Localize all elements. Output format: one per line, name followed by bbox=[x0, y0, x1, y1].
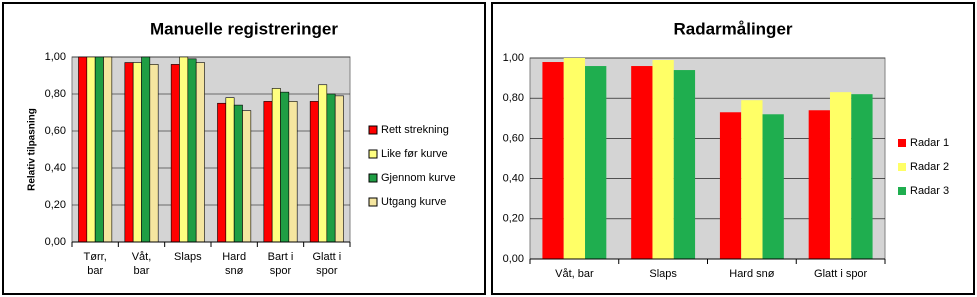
plot-area bbox=[71, 56, 351, 243]
bar bbox=[762, 114, 784, 259]
bar bbox=[94, 56, 104, 243]
bar bbox=[187, 58, 197, 243]
x-tick-label: Tørr, bar bbox=[83, 251, 107, 277]
bar bbox=[86, 56, 96, 243]
bar bbox=[132, 62, 142, 243]
y-tick-label: 1,00 bbox=[45, 51, 66, 63]
x-tick-label: Bart i spor bbox=[267, 251, 294, 277]
bar bbox=[271, 88, 281, 243]
bar bbox=[309, 101, 319, 243]
x-tick-label: Våt, bar bbox=[555, 268, 594, 280]
bar bbox=[170, 64, 180, 243]
bar bbox=[288, 101, 298, 243]
bar bbox=[78, 56, 88, 243]
x-tick-label: Glatt i spor bbox=[312, 251, 342, 277]
x-tick-label: Slaps bbox=[649, 268, 677, 280]
bar bbox=[631, 66, 653, 259]
bar bbox=[280, 91, 290, 243]
legend-swatch bbox=[368, 173, 378, 183]
bar bbox=[233, 104, 243, 243]
bar bbox=[103, 56, 113, 243]
x-tick-label: Våt, bar bbox=[131, 251, 152, 277]
bar bbox=[124, 62, 134, 243]
y-tick-label: 1,00 bbox=[503, 52, 524, 64]
bar bbox=[719, 112, 742, 260]
bar bbox=[263, 101, 273, 243]
bar bbox=[217, 102, 227, 243]
legend-swatch bbox=[898, 187, 906, 195]
legend-label: Radar 3 bbox=[910, 185, 949, 197]
y-tick-label: 0,60 bbox=[503, 132, 524, 144]
x-tick-label: Hard snø bbox=[729, 268, 775, 280]
bar bbox=[149, 64, 159, 243]
y-tick-label: 0,20 bbox=[45, 199, 66, 211]
chart-title: Radarmålinger bbox=[673, 19, 792, 38]
bar bbox=[741, 100, 763, 260]
bar bbox=[563, 58, 586, 259]
legend-label: Radar 2 bbox=[910, 161, 949, 173]
legend-label: Radar 1 bbox=[910, 137, 949, 149]
y-tick-label: 0,00 bbox=[503, 253, 524, 265]
legend-label: Rett strekning bbox=[381, 124, 449, 136]
bar bbox=[673, 70, 696, 259]
x-tick-label: Hard snø bbox=[222, 251, 247, 277]
legend-swatch bbox=[368, 125, 378, 135]
bar bbox=[829, 92, 852, 259]
y-tick-label: 0,80 bbox=[45, 88, 66, 100]
bar bbox=[542, 62, 564, 259]
legend-label: Like før kurve bbox=[381, 148, 448, 160]
y-tick-label: 0,00 bbox=[45, 236, 66, 248]
chart-title: Manuelle registreringer bbox=[150, 19, 338, 38]
legend-swatch bbox=[368, 197, 378, 207]
x-tick-label: Glatt i spor bbox=[814, 268, 868, 280]
bar bbox=[179, 56, 189, 243]
bar bbox=[318, 84, 328, 243]
y-tick-label: 0,20 bbox=[503, 213, 524, 225]
legend-swatch bbox=[898, 139, 906, 147]
bar bbox=[141, 56, 151, 243]
bar bbox=[808, 110, 830, 259]
bar bbox=[225, 97, 235, 243]
x-tick-label: Slaps bbox=[174, 251, 202, 263]
bar bbox=[334, 95, 344, 243]
bar bbox=[851, 94, 873, 260]
bar bbox=[242, 110, 252, 243]
bar bbox=[585, 66, 607, 259]
y-tick-label: 0,40 bbox=[45, 162, 66, 174]
bar bbox=[652, 60, 674, 260]
y-tick-label: 0,40 bbox=[503, 173, 524, 185]
y-tick-label: 0,80 bbox=[503, 92, 524, 104]
legend-swatch bbox=[368, 149, 378, 159]
y-tick-label: 0,60 bbox=[45, 125, 66, 137]
bar bbox=[195, 62, 205, 243]
legend-label: Utgang kurve bbox=[381, 196, 446, 208]
y-axis-label: Relativ tilpasning bbox=[27, 108, 38, 191]
legend-label: Gjennom kurve bbox=[381, 172, 456, 184]
bar bbox=[326, 93, 336, 243]
legend-swatch bbox=[898, 163, 906, 171]
